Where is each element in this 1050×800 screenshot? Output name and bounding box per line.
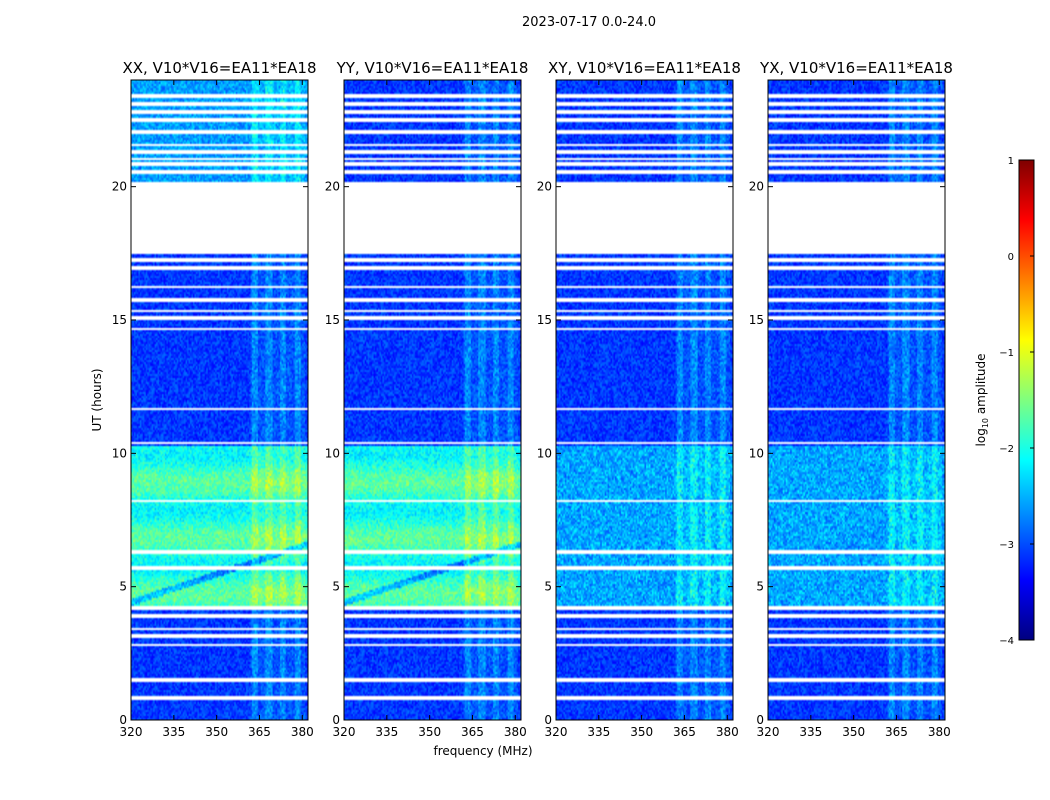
y-tick-label: 15 [325, 313, 340, 327]
waterfall-image [556, 80, 733, 720]
panel-frame [555, 79, 734, 721]
colorbar-tick-label: −3 [999, 540, 1014, 551]
colorbar-tick-label: −1 [999, 348, 1014, 359]
y-tick-label: 0 [756, 713, 764, 727]
y-tick-label: 20 [325, 180, 340, 194]
colorbar-tick-label: 1 [1008, 156, 1014, 167]
y-tick-label: 0 [544, 713, 552, 727]
x-tick-label: 335 [162, 725, 185, 739]
y-tick-label: 20 [112, 180, 127, 194]
y-tick-label: 15 [537, 313, 552, 327]
x-tick-label: 335 [799, 725, 822, 739]
y-tick-label: 15 [749, 313, 764, 327]
panel-title: YX, V10*V16=EA11*EA18 [759, 59, 953, 77]
panel: YX, V10*V16=EA11*EA18 320 335 350 365 380 0 5 10… [749, 59, 953, 739]
y-tick-label: 5 [544, 580, 552, 594]
x-tick-label: 320 [120, 725, 143, 739]
waterfall-image [344, 80, 521, 720]
panel: YY, V10*V16=EA11*EA18 320 335 350 365 380 0 5 10… [325, 59, 529, 739]
panel-title: XX, V10*V16=EA11*EA18 [122, 59, 316, 77]
x-tick-label: 365 [248, 725, 271, 739]
panel: XY, V10*V16=EA11*EA18 320 335 350 365 380 0 5 10… [537, 59, 741, 739]
y-tick-label: 5 [756, 580, 764, 594]
y-tick-label: 20 [537, 180, 552, 194]
x-tick-label: 350 [630, 725, 653, 739]
y-tick-label: 10 [325, 446, 340, 460]
y-tick-label: 20 [749, 180, 764, 194]
y-axis-label: UT (hours) [90, 368, 104, 431]
y-tick-label: 10 [112, 446, 127, 460]
panel-title: YY, V10*V16=EA11*EA18 [336, 59, 529, 77]
x-tick-label: 380 [716, 725, 739, 739]
y-tick-label: 10 [749, 446, 764, 460]
colorbar-tick-label: −4 [999, 636, 1014, 647]
x-tick-label: 380 [928, 725, 951, 739]
y-tick-label: 10 [537, 446, 552, 460]
panel-title: XY, V10*V16=EA11*EA18 [548, 59, 741, 77]
y-tick-label: 0 [332, 713, 340, 727]
waterfall-image [131, 80, 308, 720]
colorbar-tick-label: −2 [999, 444, 1014, 455]
x-tick-label: 350 [418, 725, 441, 739]
x-tick-label: 350 [842, 725, 865, 739]
panel-frame [767, 79, 946, 721]
y-tick-label: 0 [119, 713, 127, 727]
x-tick-label: 365 [461, 725, 484, 739]
panels: XX, V10*V16=EA11*EA18 320 335 350 365 380 0 5 10… [112, 59, 953, 739]
x-tick-label: 320 [333, 725, 356, 739]
x-tick-label: 350 [205, 725, 228, 739]
waterfall-image [768, 80, 945, 720]
colorbar: log10 amplitude 1 0 −1 −2 −3 −4 [974, 156, 1035, 647]
x-tick-label: 335 [587, 725, 610, 739]
colorbar-tick-label: 0 [1008, 252, 1014, 263]
x-axis-label: frequency (MHz) [433, 744, 532, 758]
panel-frame [343, 79, 522, 721]
y-tick-label: 5 [119, 580, 127, 594]
x-tick-label: 380 [504, 725, 527, 739]
x-tick-label: 365 [885, 725, 908, 739]
y-tick-label: 5 [332, 580, 340, 594]
colorbar-gradient [1018, 159, 1035, 641]
x-tick-label: 320 [757, 725, 780, 739]
x-tick-label: 380 [291, 725, 314, 739]
panel: XX, V10*V16=EA11*EA18 320 335 350 365 380 0 5 10… [112, 59, 317, 739]
x-tick-label: 320 [545, 725, 568, 739]
colorbar-label: log10 amplitude [974, 354, 990, 447]
x-tick-label: 365 [673, 725, 696, 739]
x-tick-label: 335 [375, 725, 398, 739]
panel-frame [130, 79, 309, 721]
figure-suptitle: 2023-07-17 0.0-24.0 [522, 15, 656, 30]
y-tick-label: 15 [112, 313, 127, 327]
